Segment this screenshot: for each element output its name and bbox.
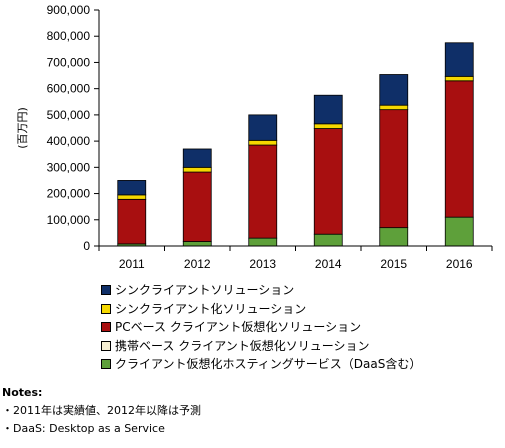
legend-item: PCベース クライアント仮想化ソリューション — [101, 318, 421, 337]
bar-segment — [182, 241, 212, 247]
legend-swatch — [101, 340, 111, 351]
y-tick-label: 200,000 — [47, 187, 91, 201]
x-tick-label: 2013 — [249, 257, 276, 271]
y-tick-label: 700,000 — [47, 55, 91, 69]
y-tick-label: 600,000 — [47, 82, 91, 96]
y-tick-label: 500,000 — [47, 108, 91, 122]
bar-segment — [379, 104, 409, 111]
bar-segment — [313, 123, 343, 129]
bar-segment — [379, 227, 409, 247]
legend-item: 携帯ベース クライアント仮想化ソリューション — [101, 337, 421, 356]
y-axis-label: (百万円) — [16, 107, 29, 149]
notes-line-1: ・2011年は実績値、2012年以降は予測 — [2, 404, 201, 417]
legend-label: クライアント仮想化ホスティングサービス（DaaS含む） — [115, 357, 422, 371]
notes-title: Notes: — [2, 386, 43, 399]
x-axis: 2011 2012 2013 2014 2015 2016 — [98, 245, 493, 271]
bar-segment — [444, 42, 474, 77]
bars — [117, 42, 474, 247]
x-tick-label: 2016 — [446, 257, 473, 271]
bar-segment — [313, 94, 343, 125]
legend-item: シンクライアント化ソリューション — [101, 300, 421, 319]
legend-label: PCベース クライアント仮想化ソリューション — [115, 320, 362, 334]
y-tick-label: 400,000 — [47, 134, 91, 148]
bar-segment — [117, 194, 147, 200]
legend-label: シンクライアント化ソリューション — [115, 301, 307, 316]
bar-segment — [117, 198, 147, 245]
bar-segment — [182, 148, 212, 168]
y-tick-label: 300,000 — [47, 160, 91, 174]
legend-item: クライアント仮想化ホスティングサービス（DaaS含む） — [101, 355, 421, 374]
bar-segment — [248, 139, 278, 146]
x-tick-label: 2011 — [119, 257, 145, 271]
bar-segment — [182, 166, 212, 173]
y-axis: 0 100,000 200,000 300,000 400,000 500,000 600,… — [47, 3, 100, 253]
y-tick-label: 100,000 — [47, 213, 91, 227]
bar-segment — [379, 74, 409, 106]
legend-swatch — [101, 303, 111, 314]
legend-item: シンクライアントソリューション — [101, 281, 421, 300]
bar-segment — [444, 80, 474, 218]
legend: シンクライアントソリューション シンクライアント化ソリューション PCベース クライ… — [101, 281, 421, 374]
y-tick-label: 900,000 — [47, 3, 91, 17]
chart: 0 100,000 200,000 300,000 400,000 500,000 600,… — [16, 3, 493, 271]
y-tick-label: 800,000 — [47, 29, 91, 43]
bar-segment — [444, 75, 474, 82]
bar-segment — [313, 128, 343, 235]
legend-swatch — [101, 285, 111, 296]
legend-swatch — [101, 322, 111, 333]
bar-segment — [248, 114, 278, 141]
notes-line-2: ・DaaS: Desktop as a Service — [2, 422, 165, 435]
x-tick-label: 2012 — [184, 257, 211, 271]
bar-segment — [313, 233, 343, 247]
x-tick-label: 2014 — [315, 257, 342, 271]
bar-segment — [248, 237, 278, 247]
notes: Notes: ・2011年は実績値、2012年以降は予測 ・DaaS: Desk… — [2, 384, 201, 438]
bar-segment — [182, 171, 212, 242]
bar-segment — [117, 180, 147, 196]
legend-swatch — [101, 359, 111, 370]
bar-segment — [379, 109, 409, 229]
bar-segment — [248, 144, 278, 239]
y-tick-label: 0 — [83, 239, 90, 253]
x-tick-label: 2015 — [380, 257, 407, 271]
bar-segment — [444, 216, 474, 247]
legend-label: 携帯ベース クライアント仮想化ソリューション — [115, 338, 370, 353]
legend-label: シンクライアントソリューション — [115, 283, 295, 297]
